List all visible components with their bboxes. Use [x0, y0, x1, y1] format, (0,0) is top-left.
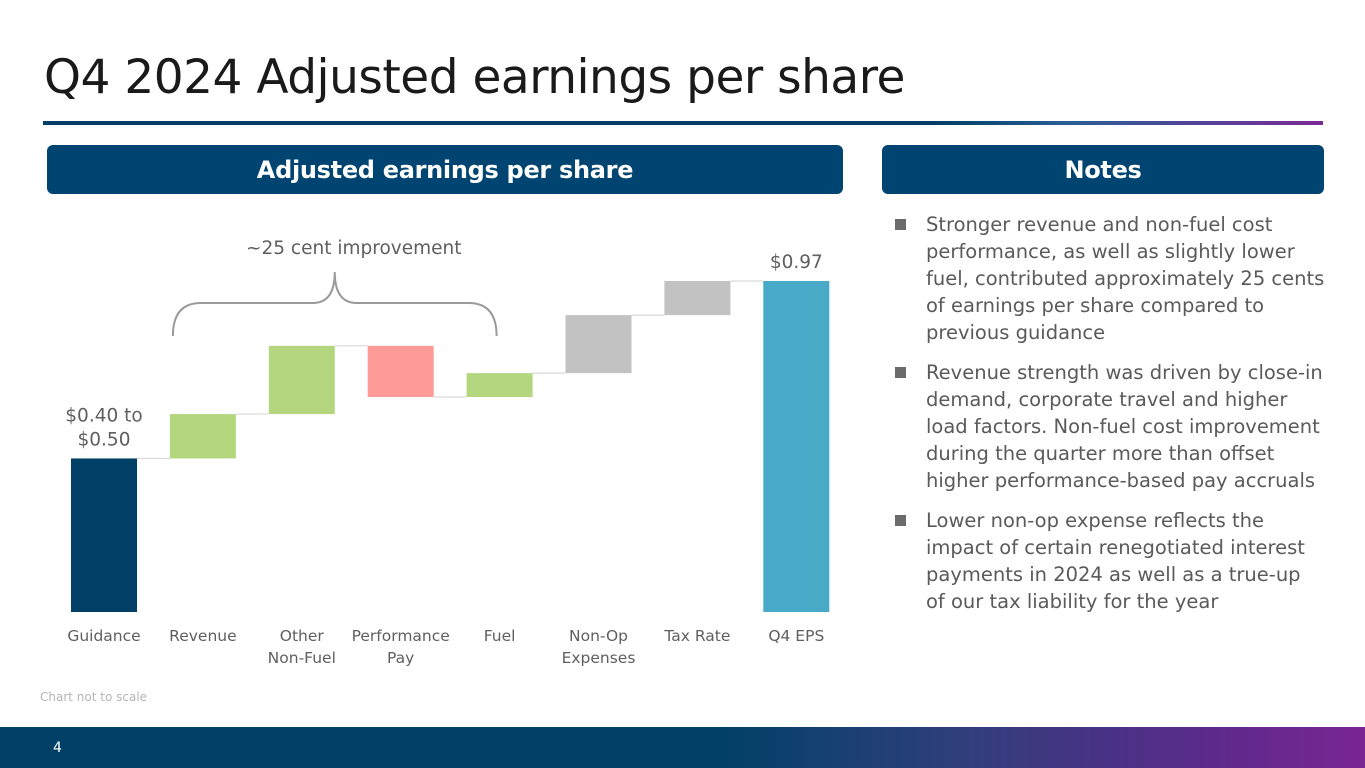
category-label: Other: [280, 627, 325, 645]
category-label: Non-Fuel: [268, 649, 336, 667]
chart-panel-header: Adjusted earnings per share: [47, 145, 843, 194]
footer-bar: 4: [0, 727, 1365, 768]
bar-decrease: [367, 345, 434, 398]
category-label: Expenses: [562, 649, 636, 667]
title-divider: [43, 121, 1323, 125]
category-label: Q4 EPS: [768, 627, 824, 645]
note-item: Lower non-op expense reflects the impact…: [893, 507, 1325, 615]
square-bullet-icon: [895, 515, 906, 526]
category-label: Guidance: [67, 627, 140, 645]
category-label: Performance: [352, 627, 450, 645]
bar-final: [763, 281, 830, 612]
category-label: Fuel: [484, 627, 516, 645]
page-title: Q4 2024 Adjusted earnings per share: [44, 50, 905, 105]
bar-other: [565, 315, 632, 374]
square-bullet-icon: [895, 367, 906, 378]
improvement-brace: [171, 271, 498, 337]
waterfall-chart: Guidance Revenue Other Non-Fuel Performance P…: [65, 238, 830, 667]
value-label: $0.50: [78, 429, 131, 450]
square-bullet-icon: [895, 219, 906, 230]
notes-list: Stronger revenue and non-fuel cost perfo…: [893, 211, 1325, 628]
notes-panel-header: Notes: [882, 145, 1324, 194]
value-label: $0.40 to: [65, 405, 142, 426]
note-text: Lower non-op expense reflects the impact…: [926, 509, 1305, 613]
chart-footnote: Chart not to scale: [40, 690, 148, 704]
bar-increase: [466, 373, 533, 398]
bar-total: [71, 458, 137, 612]
note-text: Revenue strength was driven by close-in …: [926, 361, 1323, 492]
note-item: Revenue strength was driven by close-in …: [893, 359, 1325, 494]
category-label: Pay: [387, 649, 414, 667]
bar-increase: [169, 414, 236, 459]
note-text: Stronger revenue and non-fuel cost perfo…: [926, 213, 1325, 344]
page-number: 4: [53, 740, 62, 756]
note-item: Stronger revenue and non-fuel cost perfo…: [893, 211, 1325, 346]
category-label: Revenue: [169, 627, 237, 645]
bar-increase: [268, 345, 335, 415]
category-label: Non-Op: [569, 627, 628, 645]
annotation-label: ~25 cent improvement: [246, 238, 461, 259]
bar-other: [664, 281, 731, 316]
category-label: Tax Rate: [663, 627, 730, 645]
value-label: $0.97: [770, 252, 823, 273]
